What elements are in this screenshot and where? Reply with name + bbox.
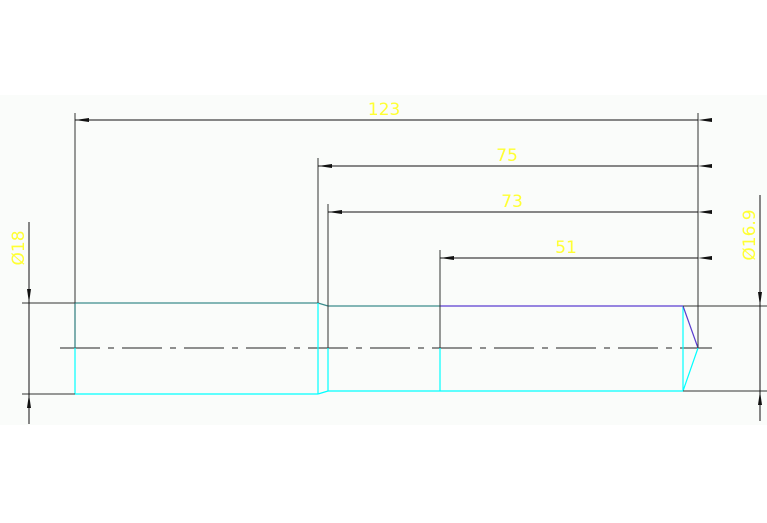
dim-text-123: 123: [368, 100, 400, 120]
dimension-lines: [27, 118, 762, 424]
drawing-area: [0, 95, 767, 425]
dim-text-73: 73: [501, 192, 523, 212]
extension-lines: [22, 113, 767, 395]
dim-text-51: 51: [555, 238, 577, 258]
dim-text-diameter-16-9: Ø16.9: [740, 209, 760, 260]
dim-text-diameter-18: Ø18: [9, 230, 29, 265]
dim-text-75: 75: [496, 146, 518, 166]
shaft-outline: [74, 302, 699, 395]
